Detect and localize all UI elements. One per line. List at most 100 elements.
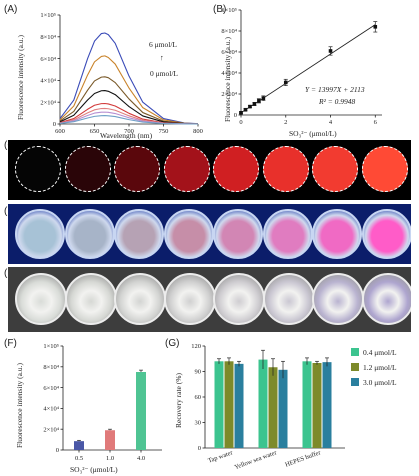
panel-g-label: (G) — [165, 338, 180, 349]
sample-well — [312, 209, 362, 259]
panel-b-label: (B) — [213, 4, 227, 15]
sample-well — [163, 146, 210, 192]
ytick-label: 8×10⁴ — [221, 28, 237, 35]
bar — [322, 362, 332, 448]
xtick-label: 800 — [193, 128, 203, 135]
bar — [234, 363, 244, 448]
data-point — [239, 110, 243, 115]
data-point — [328, 49, 333, 53]
data-point — [257, 99, 261, 103]
ytick-label: 8×10⁴ — [43, 364, 59, 371]
ytick-label: 8×10⁴ — [40, 34, 56, 41]
ytick-label: 120 — [191, 343, 201, 350]
ytick-label: 4×10⁴ — [221, 70, 237, 77]
data-point — [252, 102, 257, 106]
bar — [312, 363, 322, 448]
chart-a-annot-top: 6 μmol/L — [149, 40, 177, 49]
category-label: 0.5 — [75, 455, 83, 462]
chart-a-annot-bottom: 0 μmol/L — [150, 69, 178, 78]
series-line — [59, 32, 199, 125]
chart-b: Fluorescence intensity (a.u.) 0 2×10⁴ 4×10… — [221, 7, 382, 138]
sample-well — [213, 209, 263, 259]
photo-strip-c — [8, 140, 411, 200]
bar — [302, 361, 312, 448]
bar — [268, 367, 278, 448]
legend-swatch — [351, 348, 359, 356]
bar — [105, 430, 115, 450]
sample-well — [312, 273, 364, 325]
series-line — [59, 115, 199, 125]
ytick-label: 6×10⁴ — [221, 49, 237, 56]
bar — [258, 359, 268, 448]
chart-g-ylabel: Recovery rate (%) — [174, 373, 183, 428]
ytick-label: 2×10⁴ — [43, 426, 59, 433]
ytick-label: 4×10⁴ — [40, 78, 56, 85]
xtick-label: 2 — [284, 119, 287, 126]
ytick-label: 2×10⁴ — [221, 91, 237, 98]
chart-b-ylabel: Fluorescence intensity (a.u.) — [223, 37, 232, 122]
series-line — [59, 55, 199, 125]
ytick-label: 6×10⁴ — [40, 56, 56, 63]
sample-well — [163, 209, 214, 259]
bar — [136, 372, 146, 450]
ytick-label: 0 — [56, 447, 59, 454]
xtick-label: 650 — [90, 128, 100, 135]
chart-f-ylabel: Fluorescence intensity (a.u.) — [15, 363, 24, 448]
sample-well — [64, 273, 117, 325]
ytick-label: 90 — [195, 369, 202, 376]
sample-well — [262, 209, 313, 259]
ytick-label: 1×10⁵ — [40, 12, 56, 19]
sample-well — [361, 209, 411, 259]
chart-f-xlabel: SO₃²⁻ (μmol/L) — [70, 465, 118, 474]
bar — [224, 361, 234, 448]
bar — [74, 441, 84, 450]
sample-well — [213, 146, 259, 192]
chart-b-r2: R² = 0.9948 — [318, 97, 356, 106]
legend-swatch — [351, 378, 359, 386]
category-label: HEPES buffer — [284, 449, 322, 469]
ytick-label: 2×10⁴ — [40, 99, 56, 106]
data-point — [248, 104, 252, 109]
data-point — [373, 25, 378, 29]
ytick-label: 30 — [195, 420, 202, 427]
sample-well — [361, 273, 411, 325]
series-line — [59, 89, 199, 125]
sample-well — [213, 273, 265, 325]
xtick-label: 750 — [159, 128, 169, 135]
category-label: 1.0 — [106, 455, 114, 462]
series-line — [59, 76, 199, 125]
chart-f: Fluorescence intensity (a.u.) 0 2×10⁴ 4×10… — [15, 343, 162, 474]
sample-well — [64, 146, 111, 192]
chart-g: Recovery rate (%) 0 30 60 90 120 Tap water Ye… — [174, 343, 397, 471]
xtick-label: 6 — [374, 119, 378, 126]
ytick-label: 6×10⁴ — [43, 385, 59, 392]
sample-well — [163, 273, 216, 325]
sample-well — [312, 146, 358, 192]
sample-well — [262, 146, 309, 192]
xtick-label: 600 — [55, 128, 65, 135]
panel-f-label: (F) — [4, 338, 17, 349]
data-point — [243, 107, 248, 112]
sample-well — [15, 209, 65, 259]
category-label: Yellow sea water — [234, 449, 279, 471]
sample-well — [64, 209, 115, 259]
legend-label: 0.4 μmol/L — [363, 348, 397, 357]
ytick-label: 60 — [195, 394, 202, 401]
data-point — [261, 96, 266, 100]
legend-label: 1.2 μmol/L — [363, 363, 397, 372]
bar — [214, 361, 224, 448]
category-label: 4.0 — [137, 455, 145, 462]
ytick-label: 0 — [53, 121, 56, 128]
ytick-label: 1×10⁵ — [43, 343, 59, 350]
chart-a-ylabel: Fluorescence intensity (a.u.) — [16, 35, 25, 120]
sample-well — [15, 273, 67, 325]
ytick-label: 1×10⁵ — [221, 7, 237, 14]
ytick-label: 0 — [234, 112, 237, 119]
sample-well — [114, 146, 160, 192]
ytick-label: 4×10⁴ — [43, 406, 59, 413]
xtick-label: 700 — [124, 128, 134, 135]
chart-b-xlabel: SO₃²⁻ (μmol/L) — [289, 129, 337, 138]
photo-strip-d — [8, 204, 411, 264]
legend-label: 3.0 μmol/L — [363, 378, 397, 387]
chart-a-arrow: ↑ — [160, 53, 164, 62]
